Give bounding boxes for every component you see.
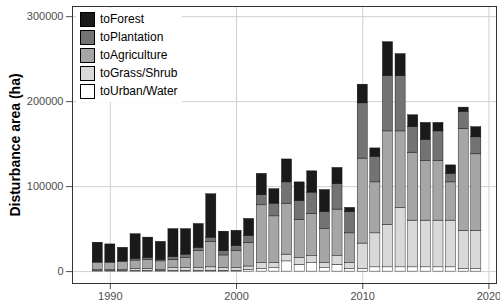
html-text:toUrban/Water: toUrban/Water [100, 84, 178, 98]
svg-text:2010: 2010 [350, 290, 374, 302]
svg-text:100000: 100000 [27, 180, 64, 192]
html-text:toForest: toForest [100, 12, 144, 26]
svg-text:2000: 2000 [224, 290, 248, 302]
svg-text:0: 0 [57, 265, 63, 277]
svg-text:200000: 200000 [27, 95, 64, 107]
svg-text:1990: 1990 [98, 290, 122, 302]
html-text:toAgriculture: toAgriculture [100, 48, 168, 62]
svg-text:300000: 300000 [27, 10, 64, 22]
svg-text:Disturbance area (ha): Disturbance area (ha) [7, 73, 23, 216]
html-text:toGrass/Shrub: toGrass/Shrub [100, 66, 178, 80]
svg-text:2020: 2020 [477, 290, 500, 302]
html-text:toPlantation: toPlantation [100, 30, 164, 44]
